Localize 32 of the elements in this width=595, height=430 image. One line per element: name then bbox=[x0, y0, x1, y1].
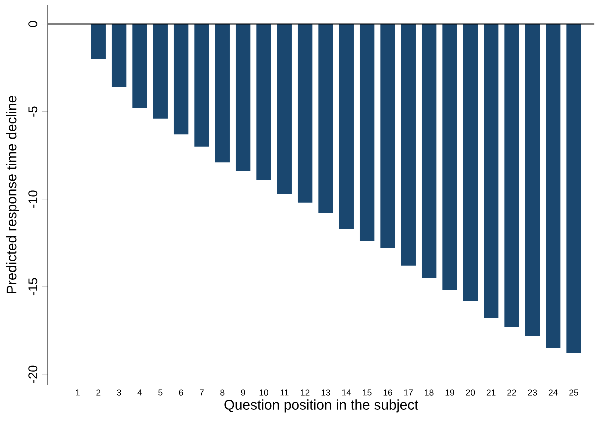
x-tick-label: 3 bbox=[117, 390, 122, 396]
x-tick-label: 8 bbox=[220, 390, 225, 396]
x-tick-label: 18 bbox=[425, 390, 434, 396]
x-tick-label: 20 bbox=[466, 390, 476, 396]
x-tick-label: 4 bbox=[138, 390, 142, 396]
y-axis-title: Predicted response time decline bbox=[6, 96, 20, 294]
y-tick-label: -15 bbox=[28, 278, 38, 296]
x-tick-label: 21 bbox=[486, 390, 496, 396]
x-tick-label: 14 bbox=[342, 390, 352, 396]
x-tick-label: 11 bbox=[280, 390, 289, 396]
x-tick-label: 22 bbox=[508, 390, 516, 396]
x-tick-label: 16 bbox=[384, 390, 392, 396]
x-tick-label: 9 bbox=[241, 390, 246, 396]
y-tick-label: -10 bbox=[28, 190, 38, 208]
x-tick-label: 15 bbox=[363, 390, 372, 396]
y-tick-label: 0 bbox=[28, 21, 38, 28]
x-tick-label: 19 bbox=[446, 390, 454, 396]
y-tick-label: -20 bbox=[28, 366, 38, 384]
x-tick-label: 25 bbox=[570, 390, 578, 396]
x-tick-label: 13 bbox=[322, 390, 330, 396]
x-tick-label: 23 bbox=[528, 390, 538, 396]
x-tick-label: 24 bbox=[548, 390, 558, 396]
x-tick-label: 6 bbox=[179, 390, 184, 396]
x-tick-label: 10 bbox=[260, 390, 268, 396]
y-tick-label: -5 bbox=[28, 106, 38, 117]
x-tick-label: 12 bbox=[301, 390, 310, 396]
x-tick-label: 17 bbox=[404, 390, 414, 396]
x-tick-label: 7 bbox=[200, 390, 204, 396]
x-tick-label: 1 bbox=[76, 390, 80, 396]
x-tick-label: 2 bbox=[96, 390, 101, 396]
x-tick-label: 5 bbox=[158, 390, 163, 396]
x-axis-title: Question position in the subject bbox=[224, 400, 418, 413]
